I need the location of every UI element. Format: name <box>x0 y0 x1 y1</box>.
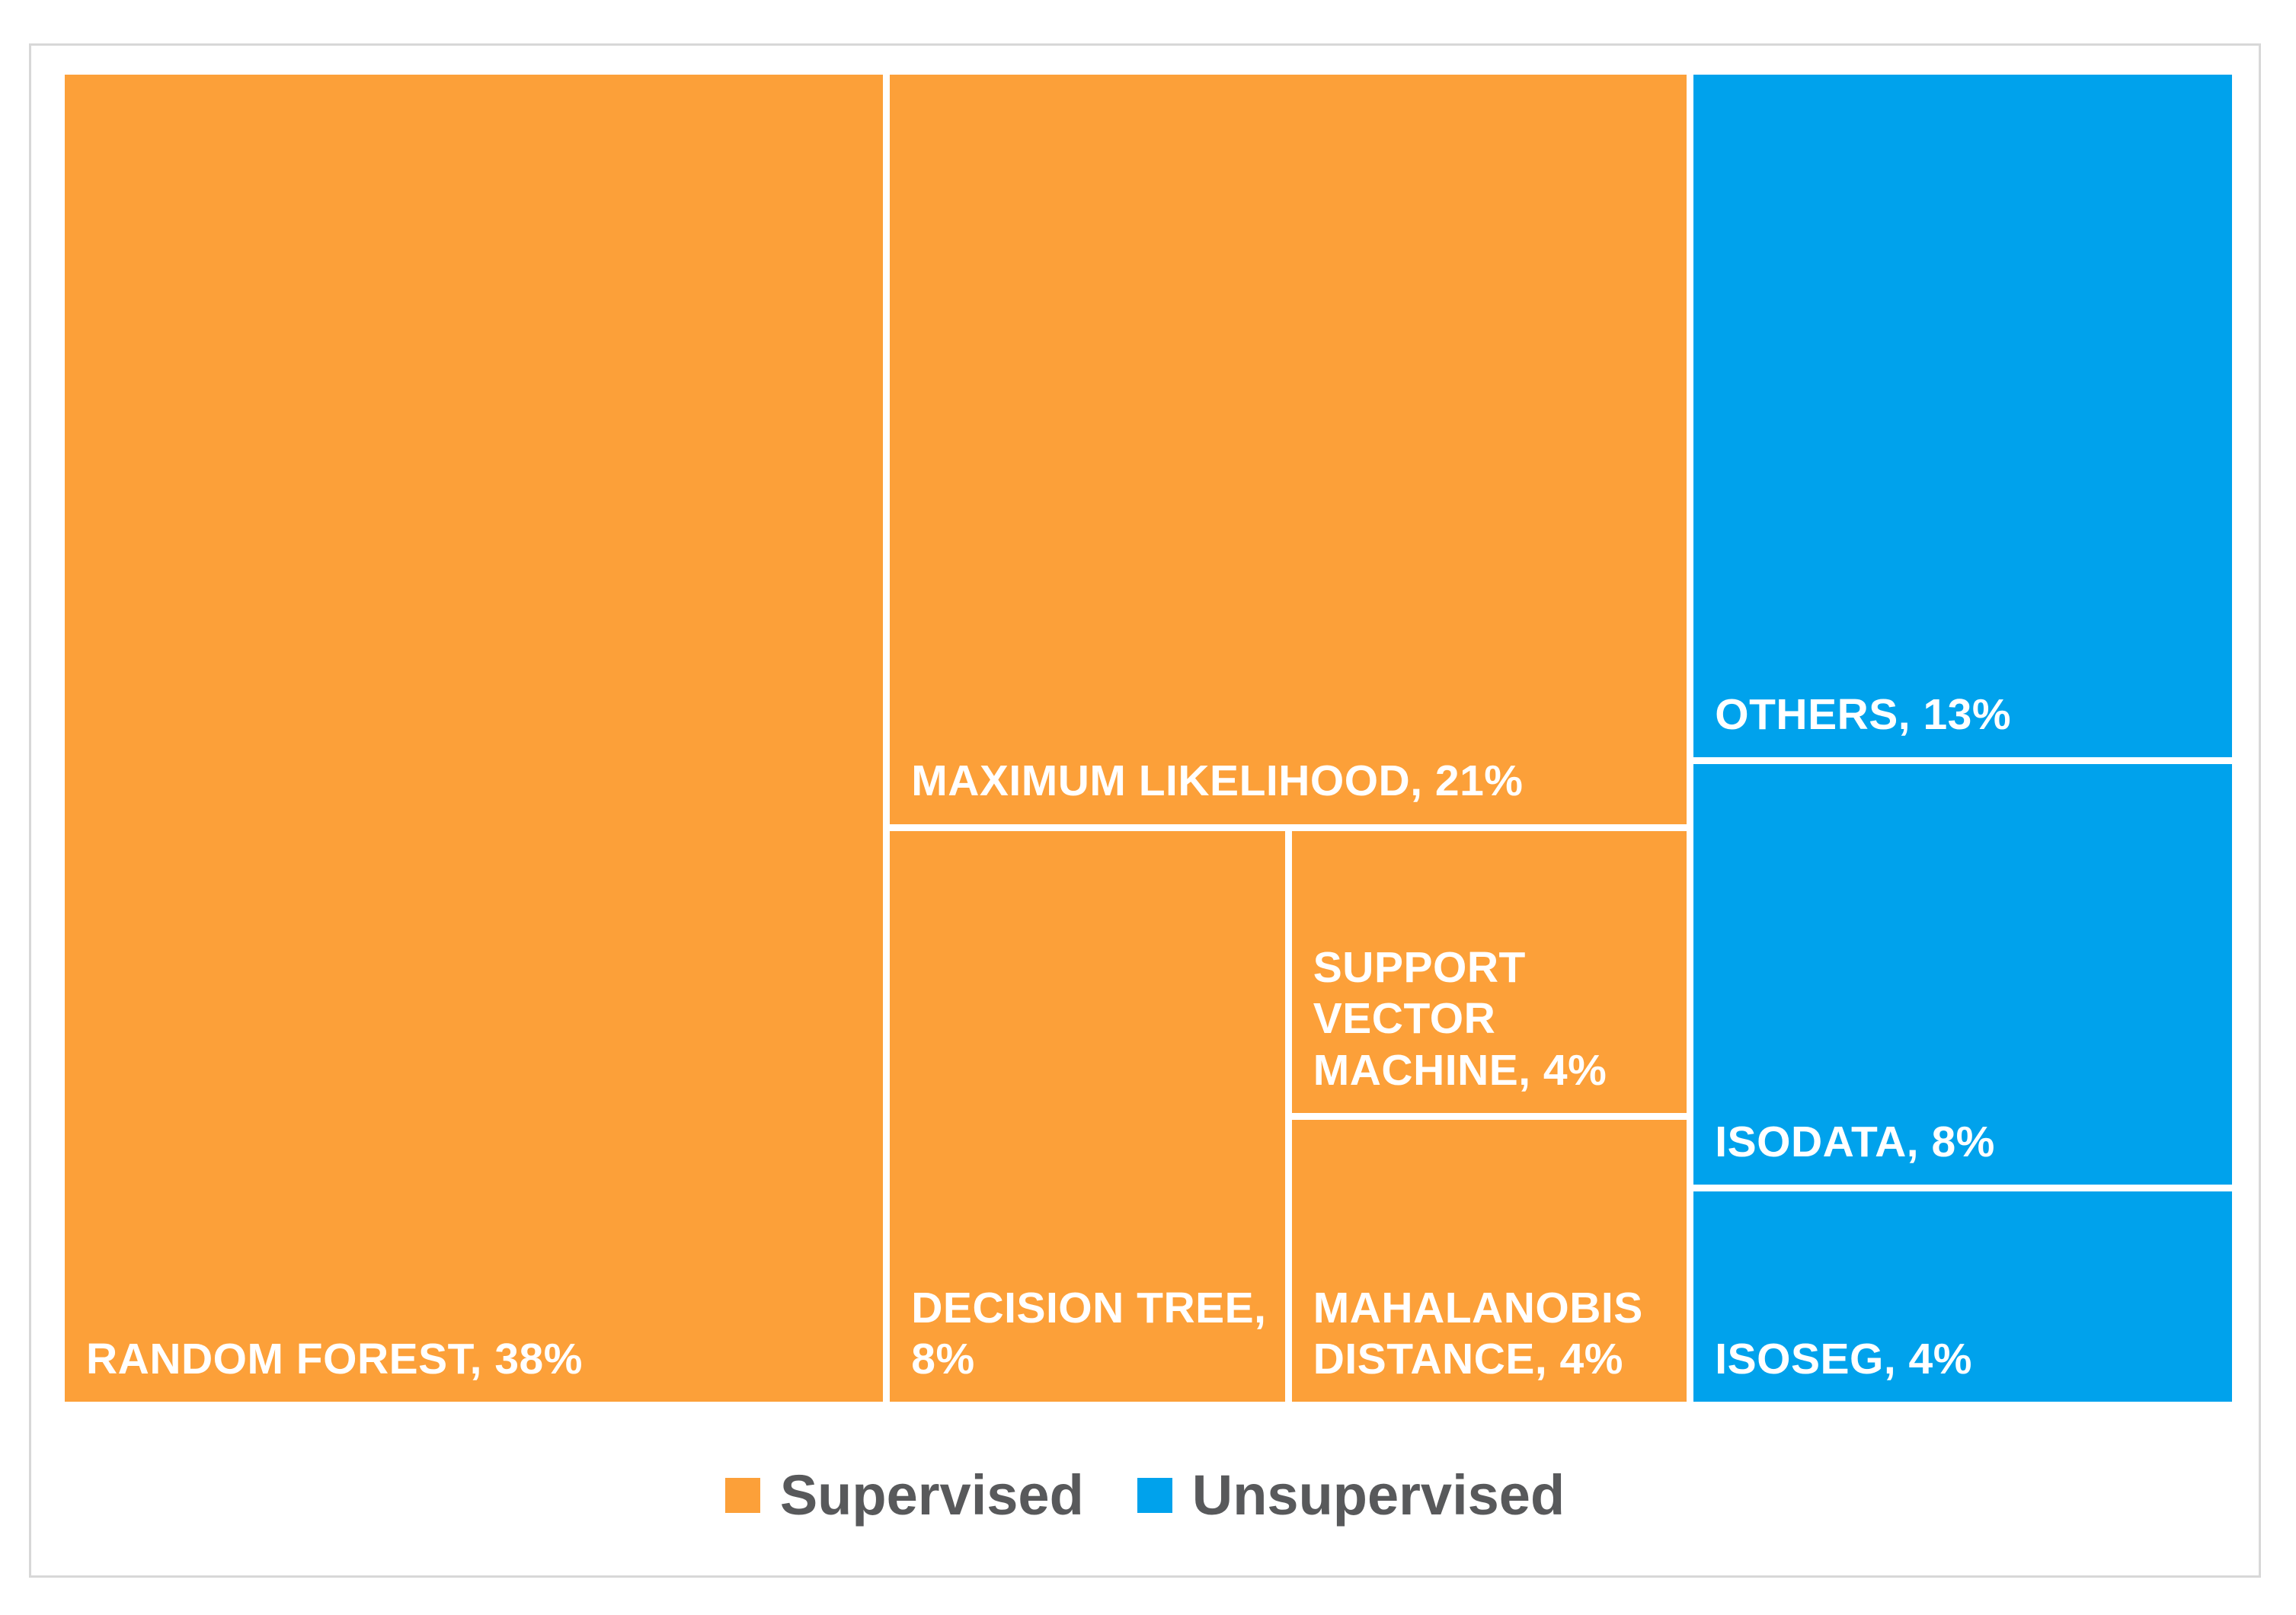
treemap-column-middle: MAXIMUM LIKELIHOOD, 21% DECISION TREE, 8… <box>890 75 1687 1402</box>
tile-label-isoseg: ISOSEG, 4% <box>1715 1334 1972 1383</box>
treemap: RANDOM FOREST, 38% MAXIMUM LIKELIHOOD, 2… <box>65 75 2232 1402</box>
legend-label-supervised: Supervised <box>779 1463 1084 1527</box>
treemap-tile-maximum-likelihood: MAXIMUM LIKELIHOOD, 21% <box>890 75 1687 824</box>
treemap-tile-mahalanobis-distance: MAHALANOBIS DISTANCE, 4% <box>1291 1119 1687 1402</box>
treemap-column-random-forest: RANDOM FOREST, 38% <box>65 75 884 1402</box>
tile-label-others: OTHERS, 13% <box>1715 690 2012 740</box>
treemap-svm-md-stack: SUPPORT VECTOR MACHINE, 4% MAHALANOBIS D… <box>1291 830 1687 1402</box>
tile-label-isodata: ISODATA, 8% <box>1715 1117 1995 1166</box>
legend-item-unsupervised: Unsupervised <box>1137 1467 1565 1524</box>
tile-label-random-forest: RANDOM FOREST, 38% <box>86 1334 583 1383</box>
treemap-tile-isodata: ISODATA, 8% <box>1693 764 2232 1185</box>
treemap-tile-isoseg: ISOSEG, 4% <box>1693 1191 2232 1402</box>
treemap-tile-random-forest: RANDOM FOREST, 38% <box>65 75 884 1402</box>
tile-label-decision-tree: DECISION TREE, 8% <box>911 1283 1267 1383</box>
treemap-tile-decision-tree: DECISION TREE, 8% <box>890 830 1285 1402</box>
unsupervised-swatch-icon <box>1137 1478 1172 1513</box>
supervised-swatch-icon <box>724 1478 760 1513</box>
treemap-tile-support-vector-machine: SUPPORT VECTOR MACHINE, 4% <box>1291 830 1687 1113</box>
legend-item-supervised: Supervised <box>724 1463 1084 1527</box>
chart-frame: RANDOM FOREST, 38% MAXIMUM LIKELIHOOD, 2… <box>29 43 2261 1578</box>
legend: Supervised Unsupervised <box>31 1446 2259 1545</box>
tile-label-support-vector-machine: SUPPORT VECTOR MACHINE, 4% <box>1313 943 1607 1095</box>
treemap-tile-others: OTHERS, 13% <box>1693 75 2232 758</box>
tile-label-mahalanobis-distance: MAHALANOBIS DISTANCE, 4% <box>1313 1283 1643 1383</box>
tile-label-maximum-likelihood: MAXIMUM LIKELIHOOD, 21% <box>911 756 1524 806</box>
treemap-column-unsupervised: OTHERS, 13% ISODATA, 8% ISOSEG, 4% <box>1693 75 2232 1402</box>
treemap-middle-lower-row: DECISION TREE, 8% SUPPORT VECTOR MACHINE… <box>890 830 1687 1402</box>
legend-label-unsupervised: Unsupervised <box>1191 1463 1565 1527</box>
